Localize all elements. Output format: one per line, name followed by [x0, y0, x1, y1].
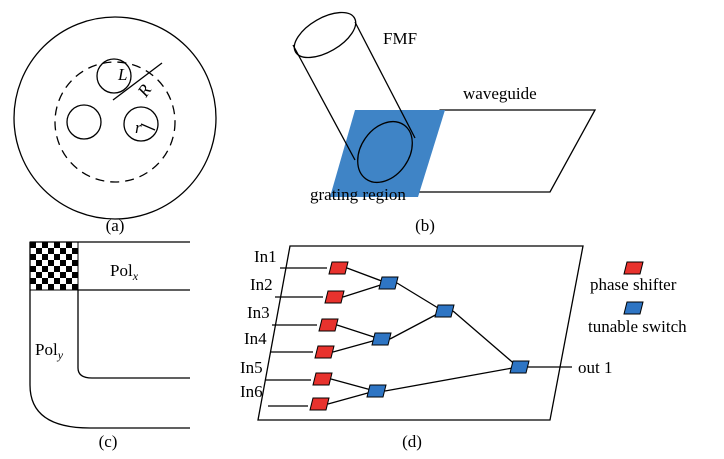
- legend-label: tunable switch: [588, 317, 687, 336]
- panel-label: (b): [415, 216, 435, 235]
- panel-a: L R r (a): [14, 17, 216, 235]
- panel-label: (c): [99, 432, 118, 451]
- phase-shifter: [624, 262, 643, 274]
- tunable-switch: [367, 385, 386, 397]
- label: Polx: [110, 261, 139, 283]
- tunable-switch: [624, 302, 643, 314]
- symbol: r: [135, 118, 142, 137]
- phase-shifter: [325, 291, 344, 303]
- phase-shifter: [310, 398, 329, 410]
- input-label: In2: [250, 275, 273, 294]
- panel-label: (a): [106, 216, 125, 235]
- phase-shifter: [319, 319, 338, 331]
- tunable-switch: [510, 361, 529, 373]
- input-label: In4: [244, 329, 267, 348]
- tunable-switch: [379, 277, 398, 289]
- input-label: In5: [240, 358, 263, 377]
- phase-shifter: [313, 373, 332, 385]
- output-label: out 1: [578, 358, 612, 377]
- panel-b: FMF waveguide grating region (b): [287, 3, 595, 235]
- phase-shifter: [315, 346, 334, 358]
- tunable-switch: [435, 305, 454, 317]
- input-label: In3: [247, 303, 270, 322]
- panel-c: Polx Poly (c): [30, 242, 190, 451]
- input-label: In6: [240, 382, 263, 401]
- figure: L R r (a) FMF waveguide grating region (…: [0, 0, 724, 459]
- label: FMF: [383, 29, 417, 48]
- panel-d: out 1 phase shifter tunable switch (d) I…: [240, 246, 687, 451]
- symbol: L: [117, 65, 127, 84]
- tunable-switch: [372, 333, 391, 345]
- label: waveguide: [463, 84, 537, 103]
- label: Poly: [35, 340, 64, 362]
- panel-label: (d): [402, 432, 422, 451]
- input-label: In1: [254, 247, 277, 266]
- legend-label: phase shifter: [590, 275, 677, 294]
- label: grating region: [310, 185, 406, 204]
- symbol: R: [133, 80, 155, 101]
- phase-shifter: [329, 262, 348, 274]
